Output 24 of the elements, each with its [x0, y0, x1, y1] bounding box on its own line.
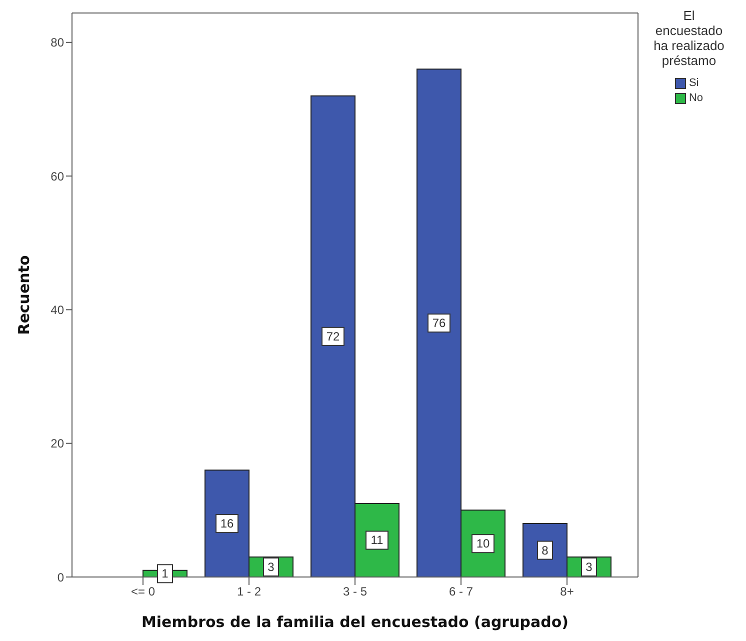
y-tick-label: 0 — [57, 570, 64, 584]
data-label: 16 — [220, 516, 234, 531]
data-label: 3 — [586, 560, 593, 574]
x-tick-label: 8+ — [560, 584, 574, 599]
legend-title: El encuestado ha realizado préstamo — [652, 8, 726, 68]
data-label: 72 — [326, 329, 340, 344]
x-tick-label: 3 - 5 — [342, 584, 368, 599]
legend-label: Si — [688, 76, 699, 91]
y-tick-label: 20 — [50, 436, 64, 451]
data-label: 3 — [268, 560, 275, 574]
data-label: 1 — [162, 566, 169, 581]
data-label: 76 — [432, 316, 446, 330]
y-tick-label: 80 — [50, 36, 64, 50]
x-tick-label: 1 - 2 — [236, 584, 262, 599]
y-tick-label: 40 — [50, 302, 64, 317]
data-label: 11 — [370, 533, 384, 548]
x-tick-label: 6 - 7 — [448, 584, 474, 599]
data-label: 8 — [542, 543, 549, 558]
y-tick-label: 60 — [50, 169, 64, 184]
legend-label: No — [688, 91, 704, 106]
y-axis-title: Recuento — [15, 255, 33, 335]
x-tick-label: <= 0 — [130, 584, 156, 599]
data-label: 10 — [476, 536, 490, 551]
x-axis-title: Miembros de la familia del encuestado (agrupado) — [141, 613, 569, 631]
